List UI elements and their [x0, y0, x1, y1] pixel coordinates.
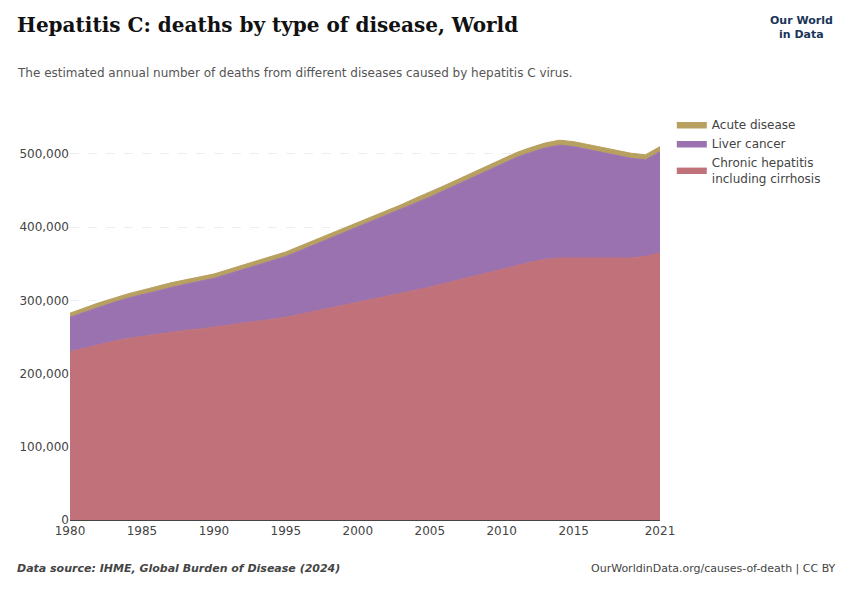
svg-text:Data source: IHME, Global Burd: Data source: IHME, Global Burden of Dise…: [17, 562, 340, 575]
svg-text:1990: 1990: [199, 524, 230, 538]
svg-text:Acute disease: Acute disease: [712, 118, 796, 132]
svg-text:300,000: 300,000: [19, 294, 69, 308]
svg-text:Liver cancer: Liver cancer: [712, 137, 786, 151]
svg-text:2010: 2010: [486, 524, 517, 538]
svg-text:1985: 1985: [127, 524, 158, 538]
svg-text:The estimated annual number of: The estimated annual number of deaths fr…: [17, 66, 572, 80]
svg-text:2015: 2015: [558, 524, 589, 538]
svg-text:400,000: 400,000: [19, 220, 69, 234]
svg-text:1980: 1980: [55, 524, 86, 538]
svg-text:100,000: 100,000: [19, 440, 69, 454]
svg-text:1995: 1995: [271, 524, 302, 538]
svg-text:2000: 2000: [343, 524, 374, 538]
svg-text:Hepatitis C: deaths by type of: Hepatitis C: deaths by type of disease, …: [17, 13, 518, 37]
svg-text:500,000: 500,000: [19, 147, 69, 161]
svg-text:0: 0: [61, 513, 69, 527]
svg-text:2021: 2021: [645, 524, 676, 538]
svg-text:Our Worldin Data: Our Worldin Data: [770, 14, 833, 41]
svg-text:OurWorldinData.org/causes-of-d: OurWorldinData.org/causes-of-death | CC …: [591, 562, 836, 575]
svg-text:Chronic hepatitisincluding cir: Chronic hepatitisincluding cirrhosis: [712, 156, 821, 186]
svg-text:2005: 2005: [414, 524, 445, 538]
svg-text:200,000: 200,000: [19, 367, 69, 381]
